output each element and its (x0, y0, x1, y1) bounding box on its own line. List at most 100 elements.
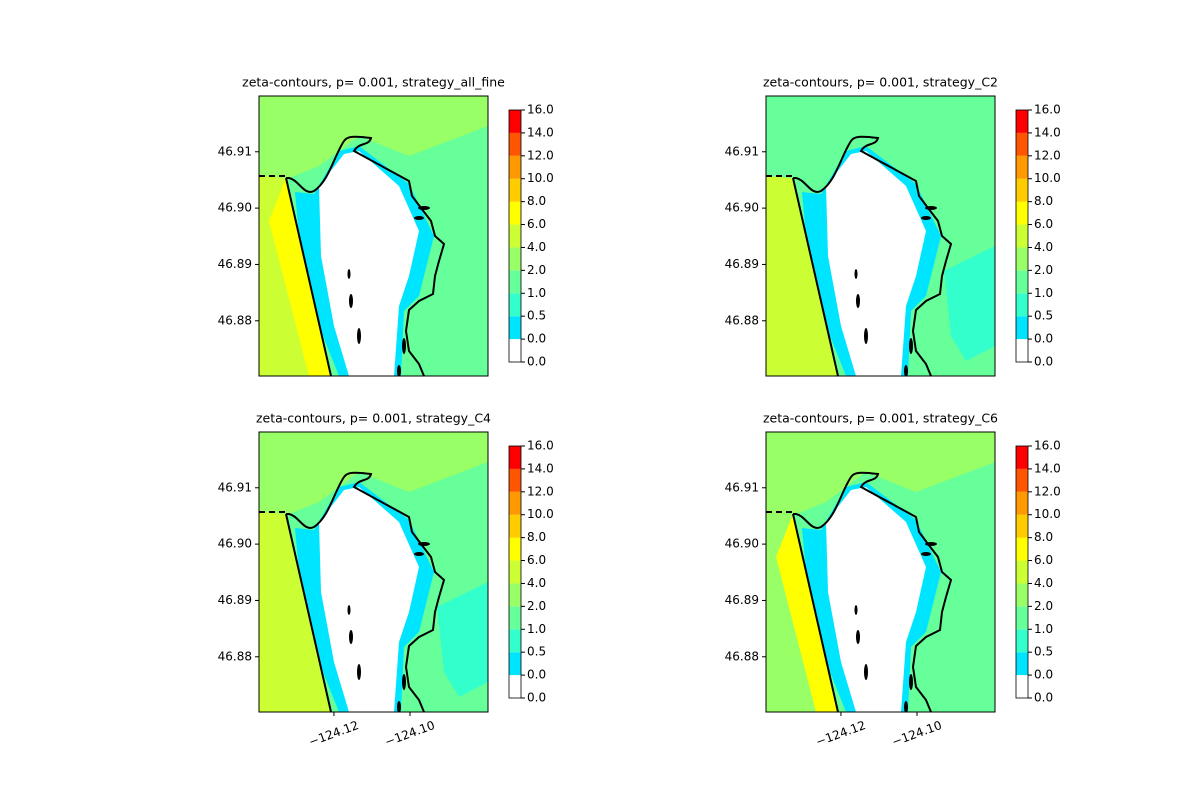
colorbar-band (1016, 468, 1028, 492)
colorbar-band (1016, 560, 1028, 584)
shore-line (286, 135, 446, 376)
colorbar-band (509, 491, 521, 515)
colorbar-tick-label: 2.0 (527, 263, 546, 277)
colorbar-tick-label: 6.0 (527, 217, 546, 231)
colorbar-tick-label: 10.0 (527, 171, 554, 185)
island (856, 294, 860, 308)
colorbar-band (509, 132, 521, 156)
island (357, 664, 361, 680)
island (347, 269, 351, 279)
island (414, 552, 424, 556)
colorbar-band (1016, 491, 1028, 515)
colorbar-tick-label: 1.0 (1034, 622, 1053, 636)
colorbar-tick-label: 14.0 (527, 461, 554, 475)
colorbar-band (1016, 606, 1028, 630)
y-tick-label: 46.90 (218, 537, 252, 551)
island (864, 664, 868, 680)
map-field (259, 432, 488, 712)
field-region (259, 432, 488, 514)
colorbar-band (509, 201, 521, 225)
colorbar-band (509, 468, 521, 492)
colorbar-frame (1015, 109, 1029, 363)
colorbar-band (1016, 224, 1028, 248)
island (349, 294, 353, 308)
colorbar-tick-label: 16.0 (1034, 103, 1061, 117)
field-region (269, 178, 331, 376)
axes-frame (765, 431, 996, 713)
colorbar-tick-label: 14.0 (1034, 125, 1061, 139)
y-tick-label: 46.88 (218, 313, 252, 327)
island (909, 338, 913, 354)
colorbar-frame (508, 445, 522, 699)
colorbar-tick-label: 0.0 (527, 332, 546, 346)
y-tick-label: 46.90 (725, 201, 759, 215)
field-region (766, 432, 995, 514)
colorbar-band (1016, 110, 1028, 133)
x-tick-label: −124.10 (890, 718, 944, 749)
island (864, 328, 868, 344)
y-tick-label: 46.91 (725, 480, 759, 494)
map-panel (766, 432, 995, 712)
colorbar-band (509, 514, 521, 538)
colorbar-tick-label: 12.0 (1034, 484, 1061, 498)
field-region (766, 96, 995, 178)
colorbar-tick-label: 4.0 (527, 576, 546, 590)
colorbar-tick-label: 1.0 (1034, 286, 1053, 300)
colorbar-band (1016, 652, 1028, 676)
colorbar-tick-label: 10.0 (1034, 171, 1061, 185)
colorbar-band (509, 560, 521, 584)
colorbar-tick-label: 2.0 (527, 599, 546, 613)
colorbar-tick-label: 4.0 (527, 240, 546, 254)
y-tick-label: 46.88 (218, 649, 252, 663)
colorbar-tick-label: 8.0 (527, 530, 546, 544)
map-field (766, 96, 995, 376)
field-region (826, 487, 926, 712)
island (397, 701, 401, 712)
colorbar-band (1016, 537, 1028, 561)
colorbar-band (509, 629, 521, 653)
colorbar-tick-label: 1.0 (527, 622, 546, 636)
y-tick-label: 46.91 (218, 480, 252, 494)
colorbar-frame (508, 109, 522, 363)
panel-title: zeta-contours, p= 0.001, strategy_C4 (256, 411, 491, 426)
y-tick-label: 46.89 (725, 593, 759, 607)
colorbar-band (1016, 339, 1028, 362)
colorbar-tick-label: 16.0 (1034, 439, 1061, 453)
colorbar-tick-label: 12.0 (527, 148, 554, 162)
colorbar-tick-label: 0.0 (1034, 691, 1053, 705)
y-tick-label: 46.89 (218, 593, 252, 607)
colorbar-band (1016, 201, 1028, 225)
colorbar-tick-label: 2.0 (1034, 263, 1053, 277)
colorbar-band (1016, 514, 1028, 538)
island (925, 542, 937, 546)
y-tick-label: 46.90 (725, 537, 759, 551)
island (904, 365, 908, 376)
shore-line (285, 513, 332, 712)
colorbar-tick-label: 0.5 (1034, 309, 1053, 323)
colorbar-band (509, 606, 521, 630)
colorbar-tick-label: 4.0 (1034, 576, 1053, 590)
field-region (259, 96, 488, 178)
island (357, 328, 361, 344)
axes-frame (258, 95, 489, 377)
island (921, 552, 931, 556)
island (349, 630, 353, 644)
colorbar-band (509, 675, 521, 698)
colorbar-band (1016, 675, 1028, 698)
y-tick-label: 46.88 (725, 649, 759, 663)
island (925, 206, 937, 210)
panel-title: zeta-contours, p= 0.001, strategy_C6 (763, 411, 998, 426)
colorbar-band (509, 446, 521, 469)
colorbar-band (1016, 316, 1028, 340)
x-tick-label: −124.10 (383, 718, 437, 749)
colorbar-tick-label: 2.0 (1034, 599, 1053, 613)
colorbar-tick-label: 1.0 (527, 286, 546, 300)
island (854, 605, 858, 615)
y-tick-label: 46.90 (218, 201, 252, 215)
island (856, 630, 860, 644)
field-region (319, 487, 419, 712)
colorbar-tick-label: 14.0 (527, 125, 554, 139)
colorbar-tick-label: 12.0 (527, 484, 554, 498)
colorbar-tick-label: 10.0 (1034, 507, 1061, 521)
colorbar-band (509, 652, 521, 676)
